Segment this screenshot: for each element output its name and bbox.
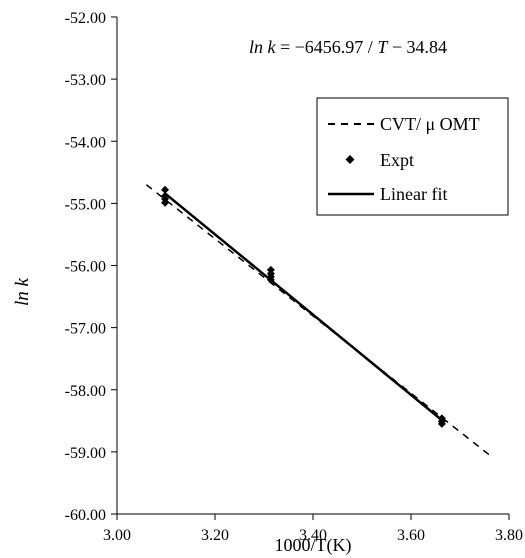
x-axis-title: 1000/T(K) bbox=[275, 535, 352, 556]
legend-swatch-diamond bbox=[345, 155, 355, 164]
equation-part: − 34.84 bbox=[387, 37, 447, 57]
plot-series bbox=[145, 184, 490, 456]
equation-part: T bbox=[377, 37, 389, 57]
legend-label-linear-fit: Linear fit bbox=[380, 184, 447, 204]
expt-data-point bbox=[161, 198, 170, 207]
equation-part: ln k bbox=[249, 37, 277, 57]
y-tick-label: -59.00 bbox=[65, 445, 106, 462]
legend: CVT/ μ OMT Expt Linear fit bbox=[316, 97, 509, 216]
y-tick-label: -60.00 bbox=[65, 507, 106, 524]
y-tick-label: -55.00 bbox=[65, 196, 106, 213]
y-tick-label: -53.00 bbox=[65, 72, 106, 89]
y-tick-label: -52.00 bbox=[65, 10, 106, 27]
y-axis-title: ln k bbox=[12, 277, 33, 306]
linear-fit-line bbox=[164, 192, 443, 422]
expt-data-point bbox=[437, 419, 446, 428]
legend-label-cvt: CVT/ μ OMT bbox=[380, 114, 480, 134]
y-tick-label: -57.00 bbox=[65, 321, 106, 338]
expt-data-point bbox=[161, 185, 170, 194]
fit-equation: ln k = −6456.97 / T − 34.84 bbox=[249, 37, 447, 57]
x-tick-label: 3.20 bbox=[201, 527, 229, 544]
x-tick-label: 3.40 bbox=[299, 527, 327, 544]
legend-label-expt: Expt bbox=[380, 150, 414, 170]
x-tick-label: 3.00 bbox=[103, 527, 131, 544]
y-tick-label: -54.00 bbox=[65, 134, 106, 151]
x-tick-label: 3.80 bbox=[495, 527, 523, 544]
y-tick-label: -56.00 bbox=[65, 259, 106, 276]
equation-part: = −6456.97 / bbox=[276, 37, 378, 57]
y-tick-label: -58.00 bbox=[65, 383, 106, 400]
y-axis-ticks: -52.00 -53.00 -54.00 -55.00 -56.00 -57.00 -58.… bbox=[65, 10, 117, 524]
x-axis-ticks: 3.00 3.20 3.40 3.60 3.80 bbox=[103, 514, 523, 544]
x-tick-label: 3.60 bbox=[397, 527, 425, 544]
